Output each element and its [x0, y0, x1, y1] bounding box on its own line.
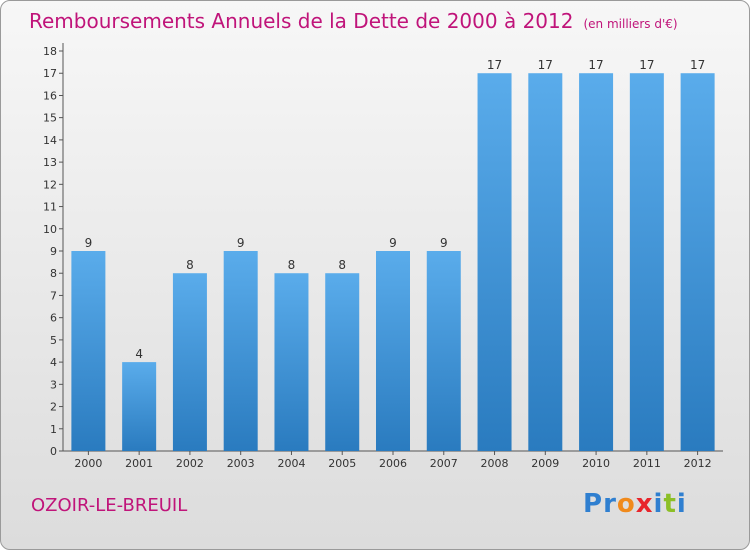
bar-data-label: 9: [389, 236, 397, 250]
chart-title: Remboursements Annuels de la Dette de 20…: [29, 9, 678, 33]
bar: [71, 251, 106, 451]
bar-data-label: 9: [85, 236, 93, 250]
y-tick-label: 15: [43, 112, 57, 125]
logo-letter: P: [583, 489, 604, 519]
proxiti-logo: Proxiti: [583, 489, 687, 519]
logo-letter: i: [653, 489, 664, 519]
x-tick-label: 2002: [176, 457, 204, 470]
bar: [223, 251, 258, 451]
x-tick-label: 2010: [582, 457, 610, 470]
x-tick-label: 2009: [531, 457, 559, 470]
y-tick-label: 3: [50, 378, 57, 391]
logo-letter: i: [676, 489, 687, 519]
chart-unit: (en milliers d'€): [583, 17, 678, 31]
y-tick-label: 13: [43, 156, 57, 169]
x-tick-label: 2003: [227, 457, 255, 470]
bar-data-label: 9: [237, 236, 245, 250]
bar-data-label: 17: [690, 58, 705, 72]
bar: [325, 273, 360, 451]
bar: [172, 273, 207, 451]
bar: [376, 251, 410, 451]
bar: [680, 73, 715, 451]
commune-name: OZOIR-LE-BREUIL: [31, 495, 188, 516]
bar: [629, 73, 664, 451]
y-tick-label: 16: [43, 89, 57, 102]
y-tick-label: 11: [43, 201, 57, 214]
y-tick-label: 4: [50, 356, 57, 369]
y-tick-label: 7: [50, 289, 57, 302]
x-tick-label: 2007: [430, 457, 458, 470]
x-tick-label: 2011: [633, 457, 661, 470]
logo-letter: t: [663, 489, 677, 519]
bar: [426, 251, 461, 451]
logo-letter: o: [616, 489, 636, 519]
bar-data-label: 17: [588, 58, 603, 72]
x-tick-label: 2005: [328, 457, 356, 470]
y-tick-label: 0: [50, 445, 57, 458]
bar-data-label: 17: [487, 58, 502, 72]
y-tick-label: 12: [43, 178, 57, 191]
logo-letter: r: [603, 489, 617, 519]
bar: [274, 273, 309, 451]
x-tick-label: 2008: [481, 457, 509, 470]
x-tick-label: 2001: [125, 457, 153, 470]
x-tick-label: 2012: [684, 457, 712, 470]
y-tick-label: 5: [50, 334, 57, 347]
chart-bars: 9 4 8 9 8 8 9 9 17 17 17 17 17: [71, 58, 715, 451]
bar-data-label: 8: [186, 258, 194, 272]
x-tick-label: 2004: [277, 457, 305, 470]
bar-data-label: 17: [639, 58, 654, 72]
bar-data-label: 17: [538, 58, 553, 72]
x-tick-label: 2006: [379, 457, 407, 470]
y-tick-label: 17: [43, 67, 57, 80]
bar-data-label: 8: [288, 258, 296, 272]
y-tick-label: 18: [43, 45, 57, 58]
bar-data-label: 4: [135, 347, 143, 361]
bar-data-label: 8: [338, 258, 346, 272]
bar: [528, 73, 563, 451]
y-tick-label: 8: [50, 267, 57, 280]
y-tick-label: 1: [50, 423, 57, 436]
y-tick-label: 2: [50, 401, 57, 414]
logo-letter: x: [635, 489, 654, 519]
y-tick-label: 10: [43, 223, 57, 236]
bar-data-label: 9: [440, 236, 448, 250]
bar: [122, 362, 157, 451]
y-tick-label: 6: [50, 312, 57, 325]
y-tick-label: 9: [50, 245, 57, 258]
bar: [477, 73, 512, 451]
y-tick-label: 14: [43, 134, 57, 147]
chart-title-text: Remboursements Annuels de la Dette de 20…: [29, 9, 574, 33]
bar: [579, 73, 614, 451]
x-tick-label: 2000: [74, 457, 102, 470]
